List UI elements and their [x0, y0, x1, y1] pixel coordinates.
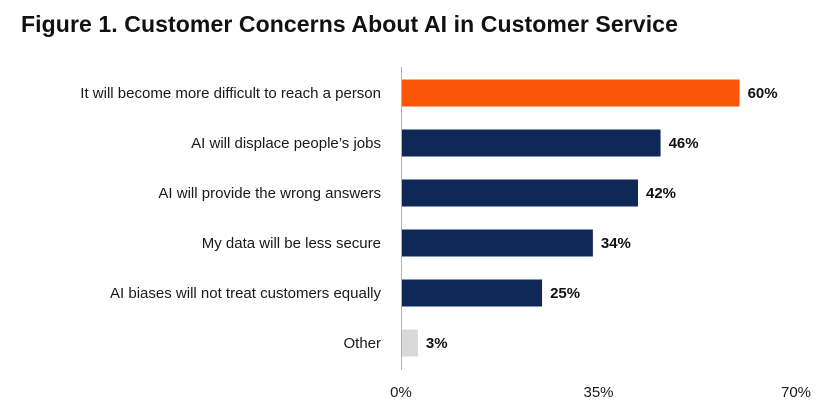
x-tick-label: 0%: [390, 384, 412, 401]
value-label: 46%: [669, 135, 699, 152]
bar: [401, 279, 543, 307]
bar: [401, 329, 418, 357]
category-label: AI will provide the wrong answers: [158, 185, 381, 202]
value-label: 42%: [646, 185, 676, 202]
chart-title: Figure 1. Customer Concerns About AI in …: [21, 11, 678, 37]
bar: [401, 129, 661, 157]
bar: [401, 179, 638, 207]
category-label: Other: [343, 335, 381, 352]
bar: [401, 229, 593, 257]
category-label: AI biases will not treat customers equal…: [110, 285, 381, 302]
value-label: 34%: [601, 235, 631, 252]
category-label: AI will displace people’s jobs: [191, 135, 381, 152]
value-label: 3%: [426, 335, 448, 352]
category-label: My data will be less secure: [202, 235, 381, 252]
x-tick-label: 70%: [781, 384, 811, 401]
value-label: 60%: [748, 85, 778, 102]
category-label: It will become more difficult to reach a…: [80, 85, 381, 102]
value-label: 25%: [550, 285, 580, 302]
bar: [401, 79, 740, 107]
x-tick-label: 35%: [583, 384, 613, 401]
